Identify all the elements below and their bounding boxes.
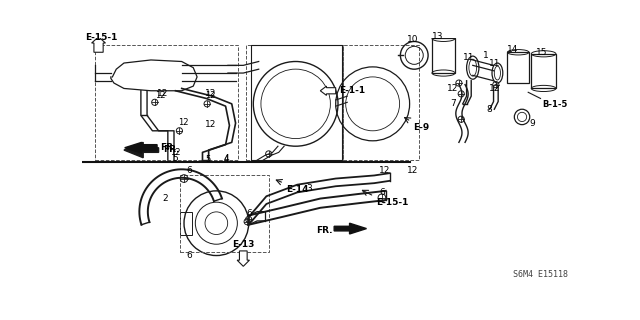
Bar — [95, 44, 238, 160]
Text: 12: 12 — [447, 84, 458, 93]
FancyArrow shape — [92, 37, 106, 52]
Text: FR.: FR. — [316, 227, 333, 236]
Text: 12: 12 — [155, 92, 165, 100]
Text: FR.: FR. — [160, 143, 177, 152]
Bar — [508, 52, 529, 83]
Text: E-14: E-14 — [285, 185, 308, 194]
Text: 12: 12 — [380, 166, 390, 175]
Bar — [531, 54, 556, 88]
Text: 15: 15 — [536, 48, 547, 57]
Text: 10: 10 — [407, 36, 419, 44]
Text: 6: 6 — [379, 188, 385, 197]
Text: 12: 12 — [407, 166, 419, 175]
Bar — [180, 175, 269, 252]
Text: 12: 12 — [170, 148, 180, 157]
Text: 5: 5 — [205, 156, 211, 164]
Text: E-13: E-13 — [232, 240, 255, 249]
Polygon shape — [124, 142, 159, 158]
Polygon shape — [125, 142, 157, 153]
Text: 9: 9 — [529, 119, 535, 128]
Text: 6: 6 — [186, 166, 192, 175]
Text: 12: 12 — [488, 84, 500, 93]
Text: 14: 14 — [507, 45, 518, 54]
Text: 4: 4 — [223, 154, 229, 163]
FancyArrow shape — [237, 251, 250, 266]
Bar — [180, 212, 192, 235]
Text: 1: 1 — [483, 51, 489, 60]
Text: 11: 11 — [463, 53, 475, 62]
Text: E-15-1: E-15-1 — [86, 33, 118, 42]
Text: E-9: E-9 — [413, 123, 429, 132]
Polygon shape — [334, 223, 367, 234]
Text: 2: 2 — [162, 194, 168, 203]
Text: S6M4 E15118: S6M4 E15118 — [513, 270, 568, 279]
Text: 6: 6 — [246, 210, 252, 219]
Text: E-15-1: E-15-1 — [376, 198, 408, 207]
Text: 6: 6 — [186, 251, 192, 260]
Text: 7: 7 — [451, 99, 456, 108]
Bar — [344, 44, 419, 160]
Text: 12: 12 — [178, 118, 189, 127]
Text: 12: 12 — [205, 120, 217, 129]
Text: 12: 12 — [157, 89, 168, 98]
Bar — [432, 38, 455, 73]
Text: B-1-5: B-1-5 — [542, 100, 568, 109]
Text: E-1-1: E-1-1 — [340, 86, 365, 95]
Text: 13: 13 — [431, 32, 443, 41]
Text: 3: 3 — [306, 184, 312, 193]
Text: 12: 12 — [205, 89, 216, 98]
Bar — [246, 44, 342, 160]
FancyArrow shape — [320, 86, 336, 95]
Text: 12: 12 — [205, 92, 216, 100]
Text: 4: 4 — [224, 156, 229, 164]
Text: FR.: FR. — [163, 145, 180, 154]
Text: 8: 8 — [487, 105, 493, 114]
Text: 11: 11 — [488, 59, 500, 68]
Text: 5: 5 — [173, 154, 179, 163]
